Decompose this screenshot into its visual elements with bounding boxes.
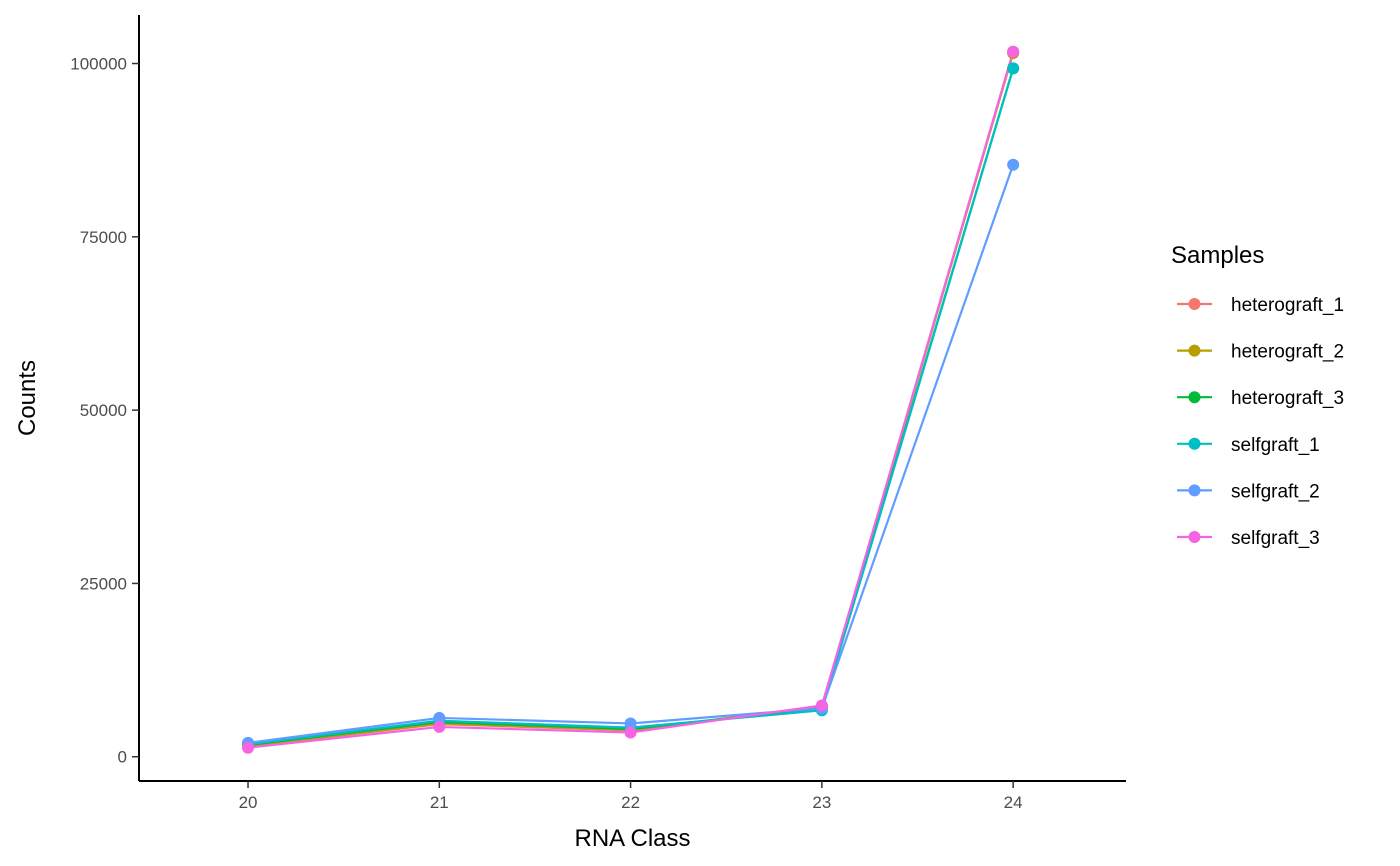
legend-marker: [1188, 298, 1201, 310]
data-point: [433, 720, 446, 733]
legend-marker: [1188, 437, 1201, 450]
plot-area: [242, 45, 1020, 754]
y-tick-label: 75000: [80, 228, 127, 247]
series-points-heterograft_2: [242, 47, 1020, 752]
series-points-heterograft_1: [242, 45, 1020, 753]
legend-item-heterograft_1: heterograft_1: [1177, 295, 1344, 316]
series-line-heterograft_2: [246, 52, 1015, 747]
legend-label: selfgraft_2: [1231, 481, 1320, 502]
legend-item-selfgraft_1: selfgraft_1: [1177, 435, 1320, 456]
legend-label: selfgraft_3: [1231, 528, 1320, 549]
x-tick-label: 20: [239, 793, 258, 812]
data-point: [242, 741, 255, 754]
x-tick-label: 22: [621, 793, 640, 812]
data-point: [815, 699, 828, 712]
series-heterograft_3: [246, 67, 1015, 747]
data-point: [624, 726, 637, 739]
series-points-heterograft_3: [242, 62, 1020, 751]
data-point: [1007, 45, 1020, 58]
data-point: [624, 717, 637, 730]
series-selfgraft_3: [246, 50, 1015, 749]
legend: Samples heterograft_1 heterograft_2hetero…: [1171, 242, 1344, 549]
legend-item-selfgraft_2: selfgraft_2: [1177, 481, 1320, 502]
series-line-heterograft_1: [246, 50, 1015, 748]
legend-item-heterograft_2: heterograft_2: [1177, 342, 1344, 363]
x-tick-label: 21: [430, 793, 449, 812]
legend-title: Samples: [1171, 242, 1264, 269]
series-selfgraft_1: [246, 67, 1015, 746]
legend-marker: [1188, 484, 1201, 497]
series-points-selfgraft_3: [242, 45, 1020, 754]
y-tick-label: 50000: [80, 401, 127, 420]
legend-marker: [1188, 531, 1201, 543]
legend-marker: [1188, 391, 1201, 404]
x-tick-label: 23: [812, 793, 831, 812]
axes: 0 25000 50000 75000 100000 20 21 22 23 24: [70, 15, 1126, 812]
data-point: [433, 711, 446, 724]
series-points-selfgraft_1: [242, 62, 1020, 751]
y-tick-label: 100000: [70, 55, 127, 74]
series-points-selfgraft_2: [242, 158, 1020, 749]
legend-item-heterograft_3: heterograft_3: [1177, 388, 1344, 409]
y-tick-label: 25000: [80, 574, 127, 593]
x-axis-title: RNA Class: [574, 825, 690, 852]
series-line-selfgraft_1: [246, 67, 1015, 746]
legend-label: heterograft_3: [1231, 388, 1344, 409]
legend-label: selfgraft_1: [1231, 435, 1320, 456]
legend-label: heterograft_1: [1231, 295, 1344, 316]
y-tick-label: 0: [118, 748, 127, 767]
data-point: [1007, 62, 1020, 75]
legend-label: heterograft_2: [1231, 342, 1344, 363]
legend-marker: [1188, 344, 1201, 357]
x-tick-label: 24: [1004, 793, 1023, 812]
data-point: [1007, 158, 1020, 171]
legend-item-selfgraft_3: selfgraft_3: [1177, 528, 1320, 549]
series-line-selfgraft_3: [246, 50, 1015, 749]
series-line-heterograft_3: [246, 67, 1015, 747]
y-axis-title: Counts: [14, 360, 41, 436]
series-heterograft_2: [246, 52, 1015, 747]
series-heterograft_1: [246, 50, 1015, 748]
